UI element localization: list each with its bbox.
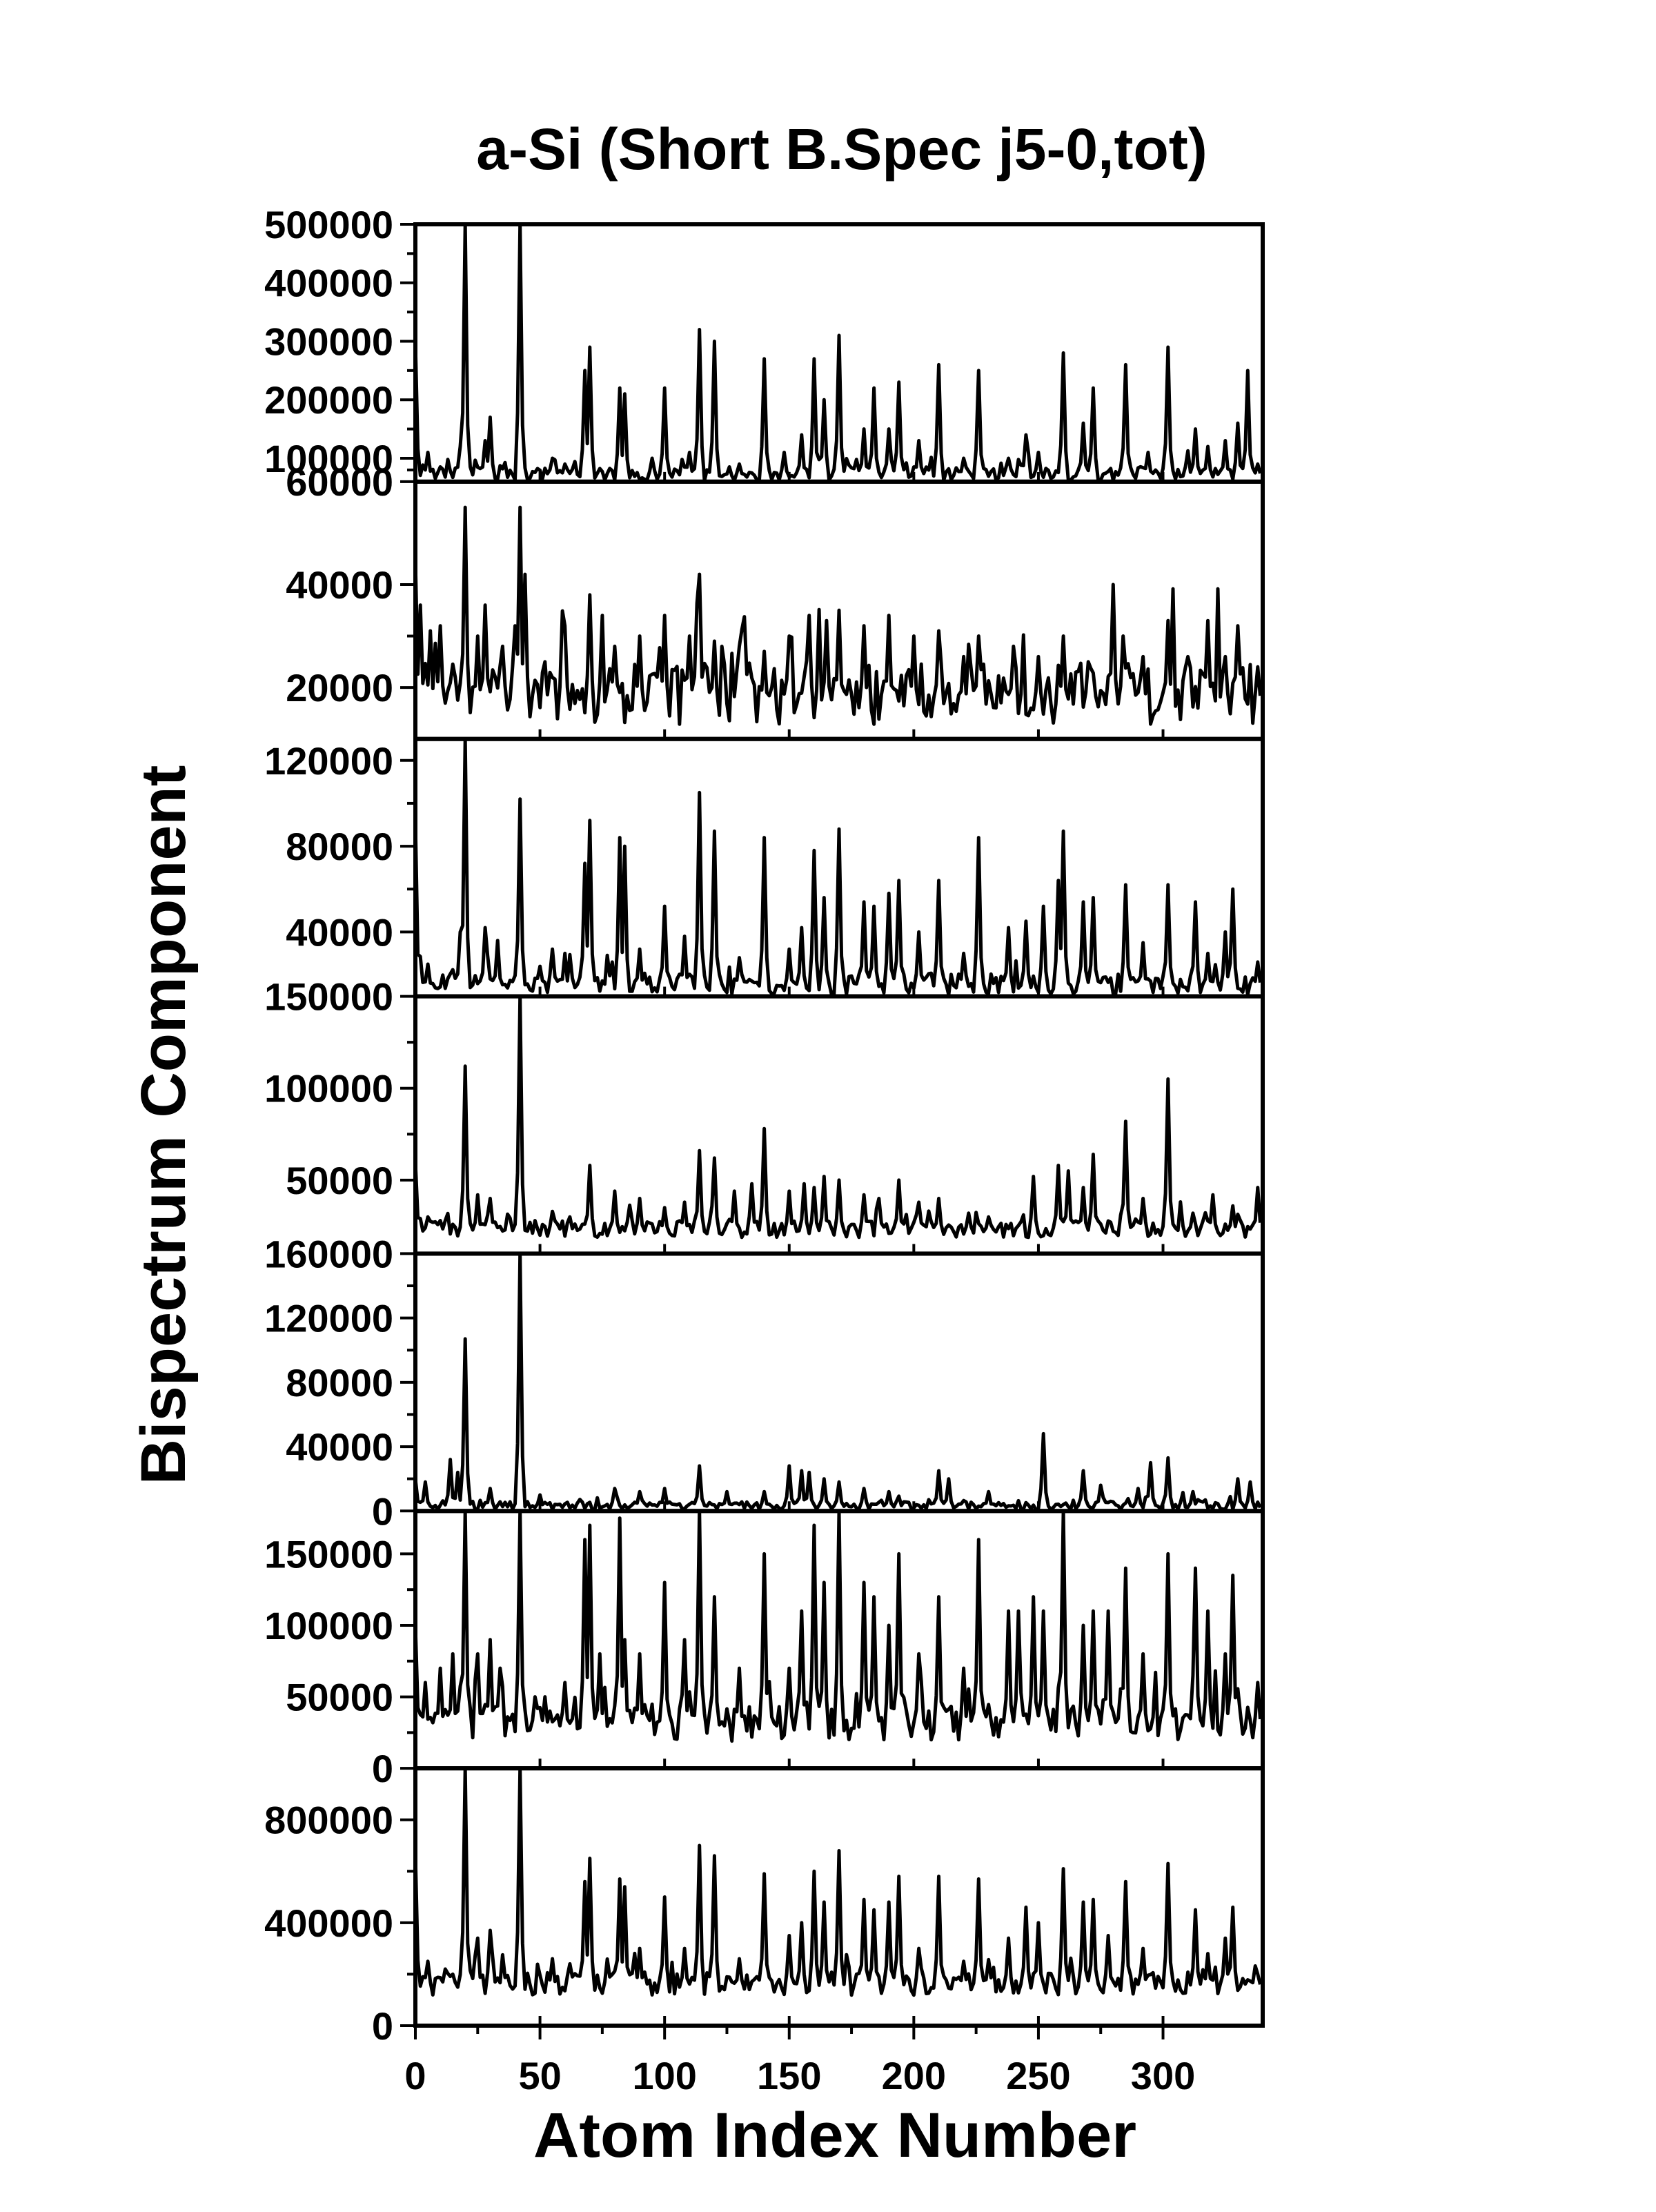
y-tick-label: 400000 bbox=[264, 1901, 393, 1945]
series-line-panel-5 bbox=[413, 1251, 1262, 1511]
panel-frame-5 bbox=[413, 1251, 1265, 1514]
y-tick-label: 40000 bbox=[286, 563, 393, 607]
x-tick-label: 50 bbox=[518, 2054, 561, 2097]
panel-7: 0 400000 800000 bbox=[264, 1766, 1265, 2048]
y-tick-label: 50000 bbox=[286, 1676, 393, 1719]
panel-frame-7 bbox=[413, 1766, 1265, 2028]
y-tick-label: 0 bbox=[372, 1747, 393, 1790]
y-tick-label: 40000 bbox=[286, 1425, 393, 1469]
panel-frame-4 bbox=[413, 994, 1265, 1256]
y-tick-label: 400000 bbox=[264, 262, 393, 305]
series-line-panel-2 bbox=[413, 505, 1262, 726]
y-tick-label: 150000 bbox=[264, 1532, 393, 1576]
y-tick-label: 0 bbox=[372, 2004, 393, 2048]
y-tick-label: 40000 bbox=[286, 910, 393, 954]
y-tick-label: 100000 bbox=[264, 1067, 393, 1110]
x-tick-label: 150 bbox=[757, 2054, 821, 2097]
chart-title: a-Si (Short B.Spec j5-0,tot) bbox=[476, 117, 1207, 182]
x-tick-label: 300 bbox=[1131, 2054, 1195, 2097]
y-tick-label: 120000 bbox=[264, 1297, 393, 1340]
y-tick-label: 80000 bbox=[286, 1361, 393, 1404]
y-tick-label: 60000 bbox=[286, 460, 393, 504]
y-tick-label: 50000 bbox=[286, 1159, 393, 1202]
y-tick-label: 300000 bbox=[264, 320, 393, 363]
y-axis-label: Bispectrum Component bbox=[128, 765, 199, 1485]
y-tick-label: 100000 bbox=[264, 437, 393, 480]
y-tick-label: 150000 bbox=[264, 975, 393, 1019]
y-tick-label: 80000 bbox=[286, 825, 393, 868]
y-tick-label: 200000 bbox=[264, 378, 393, 422]
y-tick-label: 20000 bbox=[286, 666, 393, 709]
y-tick-label: 120000 bbox=[264, 739, 393, 783]
x-tick-label: 0 bbox=[404, 2054, 426, 2097]
y-tick-label: 100000 bbox=[264, 1604, 393, 1647]
panel-5: 0 40000 80000 120000 160000 bbox=[264, 1232, 1265, 1533]
y-tick-label: 500000 bbox=[264, 203, 393, 246]
series-line-panel-4 bbox=[413, 995, 1262, 1240]
panel-3: 40000 80000 120000 bbox=[264, 736, 1265, 999]
x-axis-label: Atom Index Number bbox=[533, 2100, 1136, 2171]
x-tick-label: 250 bbox=[1006, 2054, 1070, 2097]
panels-group: 6000010000020000030000040000050000020000… bbox=[264, 203, 1265, 2097]
series-line-panel-6 bbox=[413, 1509, 1262, 1743]
y-tick-label: 0 bbox=[372, 1489, 393, 1533]
series-line-panel-3 bbox=[413, 737, 1262, 997]
panel-2: 20000 40000 bbox=[286, 479, 1265, 741]
panel-6: 0 50000 100000 150000 bbox=[264, 1509, 1265, 1790]
series-line-panel-7 bbox=[413, 1766, 1262, 1997]
x-tick-label: 200 bbox=[882, 2054, 946, 2097]
panel-4: 50000 100000 150000 bbox=[264, 975, 1265, 1256]
y-tick-label: 800000 bbox=[264, 1799, 393, 1842]
series-line-panel-1 bbox=[413, 222, 1262, 482]
y-tick-label: 160000 bbox=[264, 1232, 393, 1275]
x-tick-label: 100 bbox=[632, 2054, 696, 2097]
